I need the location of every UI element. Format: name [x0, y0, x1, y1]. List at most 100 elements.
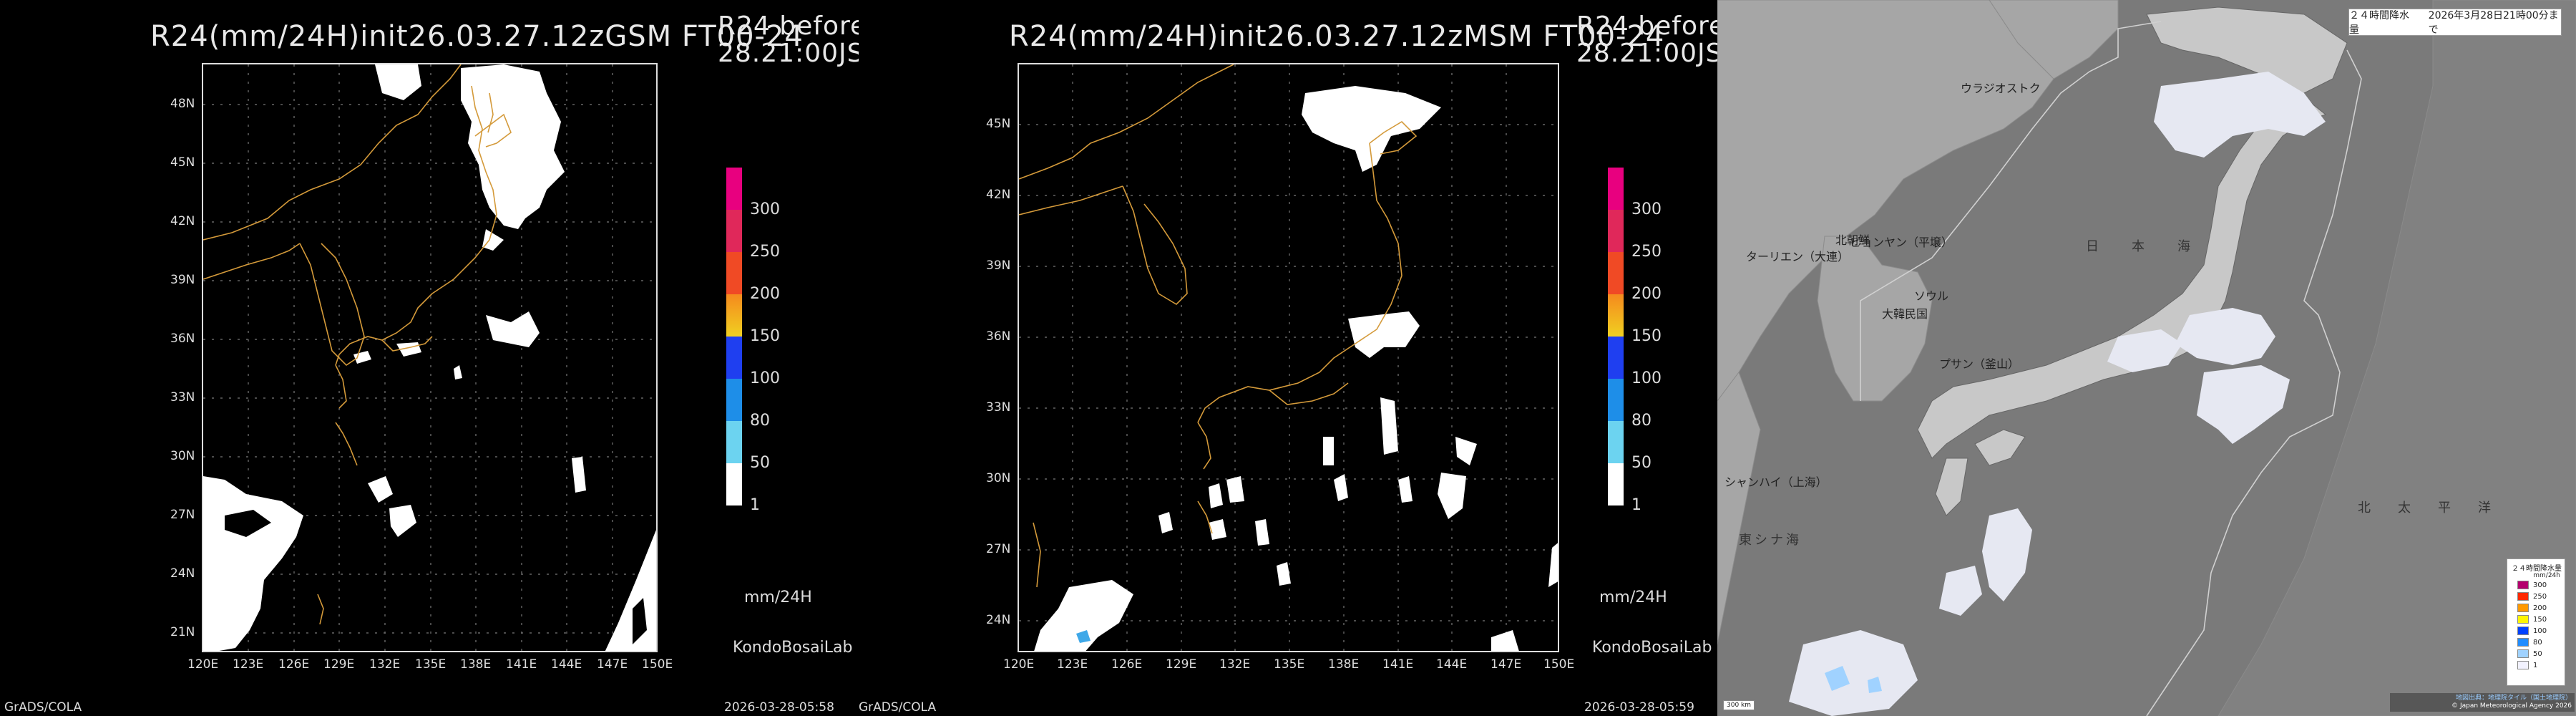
- jma-legend-label: 1: [2533, 662, 2538, 669]
- gsm-lat-label: 39N: [170, 273, 195, 287]
- msm-lat-label: 36N: [986, 329, 1011, 344]
- colorbar-segment: [726, 379, 742, 421]
- jma-legend-label: 80: [2533, 639, 2542, 647]
- colorbar-label: 300: [1631, 200, 1662, 218]
- jma-legend-swatch: [2517, 581, 2529, 589]
- colorbar-label: 50: [750, 454, 770, 472]
- jma-sea-label: 北 太 平 洋: [2358, 500, 2498, 516]
- colorbar-label: 80: [750, 412, 770, 430]
- msm-lon-label: 129E: [1166, 657, 1197, 672]
- gsm-coastlines: [203, 64, 512, 625]
- jma-legend: ２４時間降水量 mm/24h 300 250 200 150 100 80 50…: [2507, 558, 2565, 686]
- colorbar-label: 1: [750, 496, 760, 514]
- msm-lab: KondoBosaiLab: [1592, 639, 1712, 657]
- jma-credit-copyright: © Japan Meteorological Agency 2026: [2451, 702, 2572, 710]
- msm-lat-label: 27N: [986, 542, 1011, 556]
- msm-lon-label: 132E: [1219, 657, 1251, 672]
- jma-legend-unit: mm/24h: [2533, 572, 2560, 579]
- msm-lon-label: 147E: [1491, 657, 1522, 672]
- gsm-lon-label: 129E: [323, 657, 355, 672]
- msm-unit: mm/24H: [1599, 589, 1667, 606]
- msm-panel: R24(mm/24H)init26.03.27.12zMSM FT00-24 R…: [859, 0, 1738, 716]
- colorbar-segment: [1608, 463, 1624, 505]
- gsm-colorbar: [726, 168, 742, 505]
- jma-header: ２４時間降水量 2026年3月28日21時00分まで: [2348, 9, 2562, 36]
- jma-sea-label: 東シナ海: [1739, 533, 1802, 548]
- msm-lon-label: 126E: [1111, 657, 1143, 672]
- gsm-title: R24(mm/24H)init26.03.27.12zGSM FT00-24: [150, 20, 804, 53]
- msm-footer-left: GrADS/COLA: [859, 700, 937, 715]
- gsm-gridlines: [203, 64, 656, 651]
- jma-map-svg[interactable]: [1717, 0, 2576, 716]
- gsm-lat-label: 27N: [170, 508, 195, 522]
- jma-place-label: プサン（釜山）: [1939, 357, 2020, 371]
- gsm-lat-label: 45N: [170, 155, 195, 170]
- msm-lat-label: 24N: [986, 613, 1011, 627]
- gsm-footer-right: 2026-03-28-05:58: [724, 700, 834, 715]
- jma-precip-light: [1789, 72, 2326, 716]
- colorbar-label: 150: [1631, 327, 1662, 345]
- gsm-lon-label: 135E: [415, 657, 447, 672]
- gsm-lon-label: 126E: [278, 657, 310, 672]
- colorbar-segment: [1608, 379, 1624, 421]
- jma-legend-label: 250: [2533, 593, 2547, 601]
- msm-lon-label: 123E: [1057, 657, 1088, 672]
- colorbar-label: 100: [750, 369, 780, 387]
- msm-lat-label: 45N: [986, 117, 1011, 131]
- msm-lat-label: 30N: [986, 471, 1011, 485]
- jma-legend-swatch: [2517, 592, 2529, 601]
- jma-place-label: ターリエン（大連）: [1746, 250, 1850, 263]
- gsm-panel: R24(mm/24H)init26.03.27.12zGSM FT00-24 R…: [0, 0, 879, 716]
- msm-coastlines: [1019, 64, 1418, 588]
- gsm-map-svg: [203, 64, 656, 651]
- gsm-lat-label: 33N: [170, 390, 195, 405]
- colorbar-segment: [726, 463, 742, 505]
- msm-footer-right: 2026-03-28-05:59: [1584, 700, 1694, 715]
- msm-title-right-1: R24 before: [1576, 11, 1726, 41]
- gsm-lat-label: 48N: [170, 97, 195, 111]
- msm-lon-label: 138E: [1328, 657, 1360, 672]
- jma-legend-label: 150: [2533, 616, 2547, 624]
- colorbar-label: 250: [750, 243, 780, 261]
- jma-legend-label: 100: [2533, 627, 2547, 635]
- colorbar-label: 50: [1631, 454, 1652, 472]
- msm-lon-label: 144E: [1436, 657, 1468, 672]
- msm-lon-label: 135E: [1274, 657, 1305, 672]
- jma-legend-swatch: [2517, 661, 2529, 669]
- gsm-lon-label: 144E: [551, 657, 582, 672]
- jma-legend-label: 200: [2533, 604, 2547, 612]
- jma-legend-title: ２４時間降水量: [2512, 565, 2562, 573]
- colorbar-segment: [726, 294, 742, 337]
- jma-scale-bar: 300 km: [1723, 700, 1755, 710]
- gsm-footer-left: GrADS/COLA: [4, 700, 82, 715]
- colorbar-label: 100: [1631, 369, 1662, 387]
- colorbar-label: 1: [1631, 496, 1641, 514]
- msm-lat-label: 42N: [986, 188, 1011, 202]
- gsm-precip-areas: [203, 64, 656, 651]
- jma-legend-swatch: [2517, 615, 2529, 624]
- gsm-lat-label: 21N: [170, 625, 195, 639]
- jma-precip-blue: [1825, 666, 1882, 693]
- colorbar-segment: [1608, 421, 1624, 463]
- msm-title-right-2: 28.21:00JST: [1576, 39, 1740, 68]
- gsm-lon-label: 147E: [597, 657, 628, 672]
- msm-precip-areas: [1034, 86, 1558, 651]
- msm-title: R24(mm/24H)init26.03.27.12zMSM FT00-24: [1009, 20, 1665, 53]
- colorbar-segment: [726, 421, 742, 463]
- gsm-lon-label: 138E: [460, 657, 492, 672]
- msm-lon-label: 120E: [1003, 657, 1035, 672]
- gsm-lon-label: 120E: [187, 657, 219, 672]
- jma-legend-swatch: [2517, 638, 2529, 647]
- msm-colorbar: [1608, 168, 1624, 505]
- gsm-lon-label: 132E: [369, 657, 401, 672]
- jma-header-title: ２４時間降水量: [2349, 10, 2409, 36]
- msm-lat-label: 33N: [986, 400, 1011, 415]
- gsm-lat-label: 36N: [170, 332, 195, 346]
- jma-legend-swatch: [2517, 626, 2529, 635]
- jma-legend-swatch: [2517, 604, 2529, 612]
- jma-legend-label: 50: [2533, 650, 2542, 658]
- colorbar-label: 80: [1631, 412, 1652, 430]
- colorbar-segment: [1608, 210, 1624, 252]
- jma-place-label: 大韓民国: [1882, 307, 1928, 321]
- jma-credit-map[interactable]: 地図出典：地理院タイル（国土地理院）: [2455, 695, 2572, 702]
